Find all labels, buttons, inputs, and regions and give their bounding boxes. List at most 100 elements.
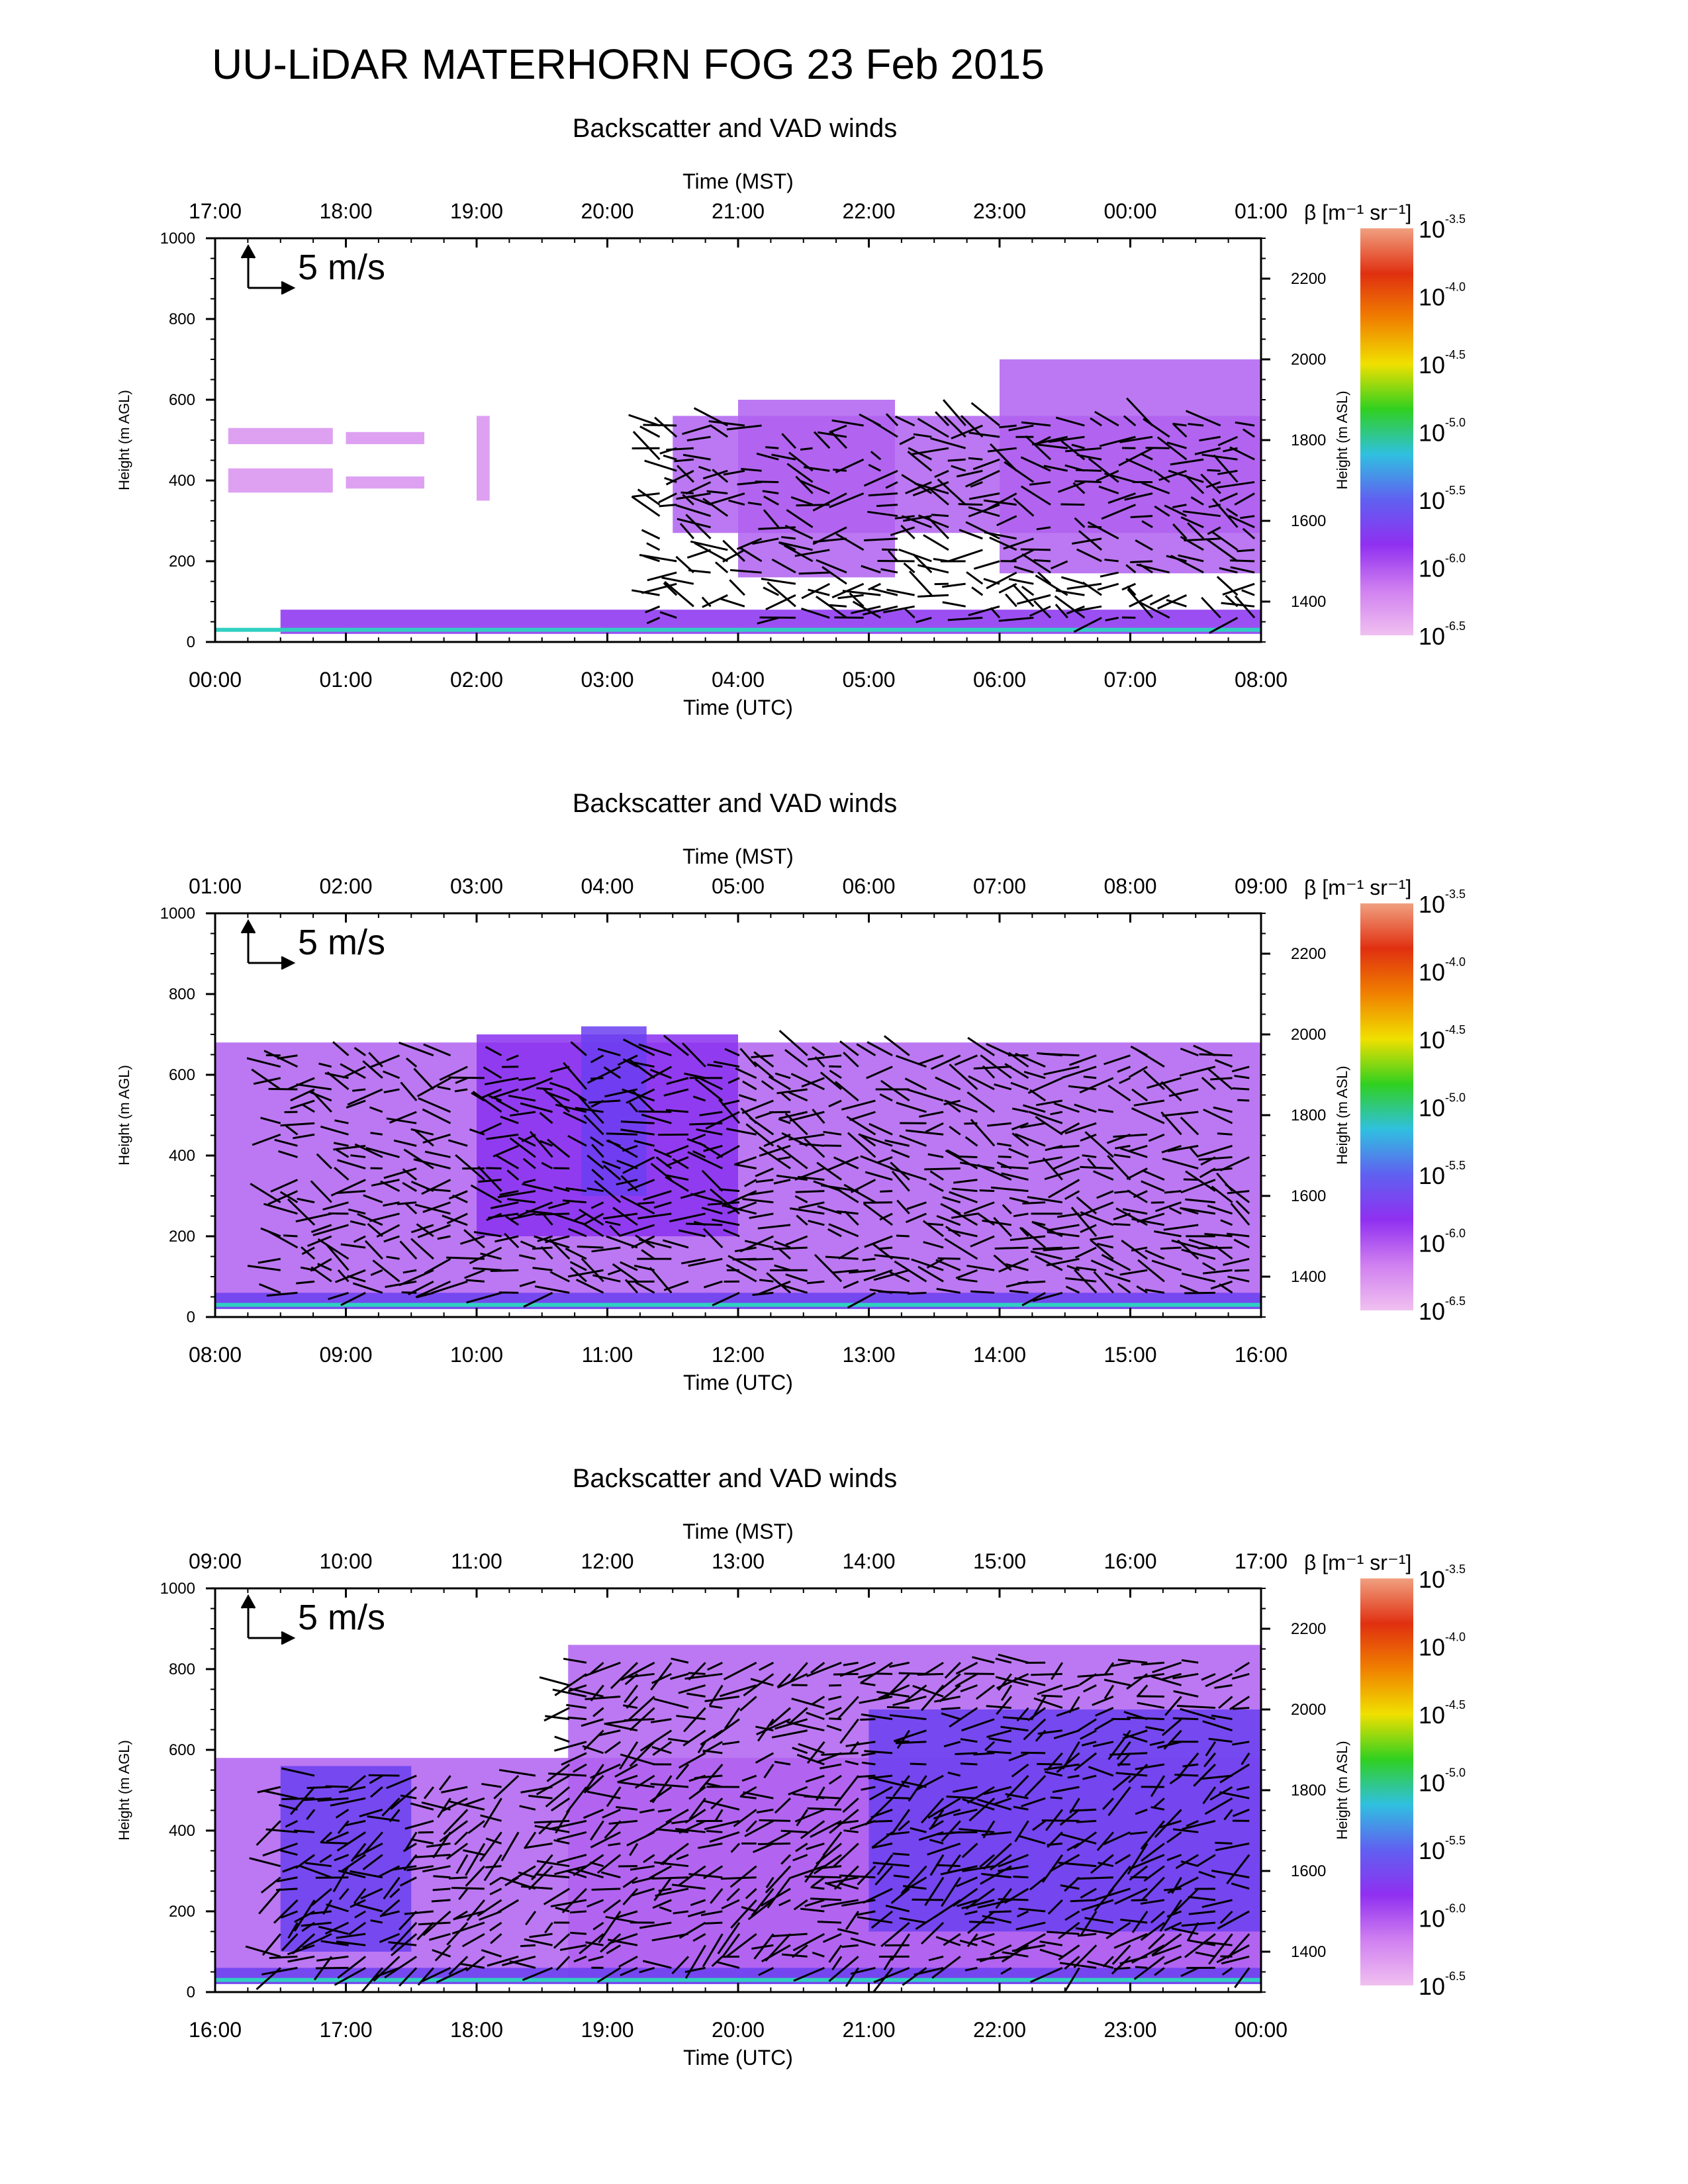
wind-vector	[321, 1841, 349, 1845]
wind-vector	[639, 1729, 673, 1752]
wind-vector	[839, 1874, 876, 1879]
wind-vector	[1167, 1876, 1199, 1894]
wind-vector	[537, 1235, 553, 1242]
wind-vector	[828, 1223, 859, 1238]
wind-vector	[807, 1807, 842, 1811]
wind-vector	[1090, 417, 1102, 427]
wind-vector	[1181, 1248, 1216, 1260]
wind-vector	[1015, 1052, 1046, 1068]
wind-vector	[287, 1955, 315, 1963]
wind-vector	[448, 1876, 468, 1880]
wind-vector	[986, 571, 1017, 590]
wind-vector	[641, 1113, 672, 1124]
wind-vector	[820, 1899, 859, 1908]
wind-vector	[439, 1066, 468, 1081]
y-tick-label: 1000	[160, 905, 195, 923]
x-tick-label: 22:00	[973, 2018, 1026, 2042]
wind-vector	[546, 1763, 571, 1782]
wind-vector	[966, 1264, 995, 1271]
wind-vector	[936, 1287, 961, 1294]
wind-vector	[369, 1212, 400, 1222]
wind-vector	[894, 1260, 927, 1283]
wind-vector	[678, 1684, 706, 1694]
wind-vector	[798, 1743, 825, 1754]
wind-vector	[806, 1280, 825, 1285]
wind-vector	[607, 1269, 621, 1276]
wind-vector	[1206, 539, 1239, 563]
y-tick-label: 200	[169, 1903, 195, 1921]
x-tick-label: 19:00	[581, 2018, 633, 2042]
wind-vector	[1013, 1933, 1046, 1953]
wind-vector	[620, 1195, 655, 1215]
y2-tick-label: 1600	[1291, 1187, 1326, 1205]
wind-vector	[812, 492, 847, 512]
wind-vector	[883, 605, 915, 614]
wind-vector	[316, 1153, 332, 1169]
wind-vector	[334, 1854, 349, 1862]
wind-vector	[448, 1076, 485, 1079]
wind-vector	[1214, 1684, 1233, 1689]
wind-vector	[753, 1051, 774, 1068]
wind-vector	[896, 1199, 910, 1214]
wind-vector	[633, 1140, 655, 1147]
y-tick-label: 600	[169, 391, 195, 409]
wind-vector	[1097, 582, 1119, 591]
y-tick-label: 200	[169, 553, 195, 570]
x-tick-label: 18:00	[450, 2018, 503, 2042]
wind-vector	[626, 1088, 655, 1104]
wind-vector	[837, 1928, 859, 1935]
wind-vector	[917, 418, 949, 438]
wind-vector	[690, 1899, 706, 1907]
colorbar-tick-label: 10-4.5	[1419, 1023, 1466, 1054]
wind-vector	[949, 1191, 978, 1204]
wind-vector	[598, 1729, 621, 1737]
wind-vector	[1241, 1752, 1250, 1766]
wind-vector	[1035, 1116, 1063, 1136]
backscatter-field	[215, 1026, 1261, 1309]
wind-vector	[608, 1933, 638, 1945]
wind-vector	[1107, 1155, 1131, 1181]
wind-vector	[759, 1146, 791, 1169]
wind-vector	[639, 1808, 655, 1814]
wind-vector	[517, 1201, 553, 1218]
wind-vector	[1064, 1910, 1080, 1921]
wind-vector	[555, 1103, 587, 1113]
wind-vector	[1125, 458, 1153, 472]
wind-vector	[839, 1661, 876, 1677]
wind-vector	[894, 415, 915, 427]
wind-vector	[1219, 1910, 1233, 1924]
wind-vector	[825, 1707, 842, 1715]
wind-vector	[665, 1174, 689, 1181]
wind-vector	[603, 1164, 622, 1181]
wind-vector	[1174, 1773, 1199, 1777]
wind-vector	[767, 1876, 792, 1909]
wind-vector	[480, 1814, 502, 1822]
wind-vector	[616, 1805, 638, 1811]
wind-vector	[816, 596, 847, 619]
wind-vector	[912, 553, 933, 574]
wind-vector	[410, 1238, 434, 1260]
wind-vector	[455, 1854, 469, 1874]
wind-vector	[1129, 594, 1153, 608]
wind-vector	[780, 1854, 792, 1865]
x-tick-label: 05:00	[842, 668, 895, 692]
wind-vector	[1044, 1167, 1080, 1181]
top-tick-label: 10:00	[319, 1549, 372, 1573]
wind-vector	[839, 1718, 859, 1744]
wind-vector	[1141, 1843, 1165, 1862]
wind-vector	[828, 1099, 842, 1108]
wind-vector	[828, 1956, 859, 1982]
wind-vector	[256, 1820, 281, 1846]
wind-vector	[1178, 554, 1204, 563]
wind-vector	[549, 1271, 570, 1283]
wind-vector	[267, 1190, 299, 1205]
wind-vector	[811, 1876, 825, 1888]
wind-vector	[604, 1220, 621, 1226]
wind-vector	[1156, 436, 1188, 461]
wind-vector	[518, 1136, 536, 1147]
wind-vector	[923, 1241, 944, 1249]
wind-vector	[365, 1146, 400, 1158]
wind-vector	[1082, 581, 1102, 596]
wind-vector	[480, 1088, 502, 1099]
wind-vector	[998, 616, 1034, 622]
